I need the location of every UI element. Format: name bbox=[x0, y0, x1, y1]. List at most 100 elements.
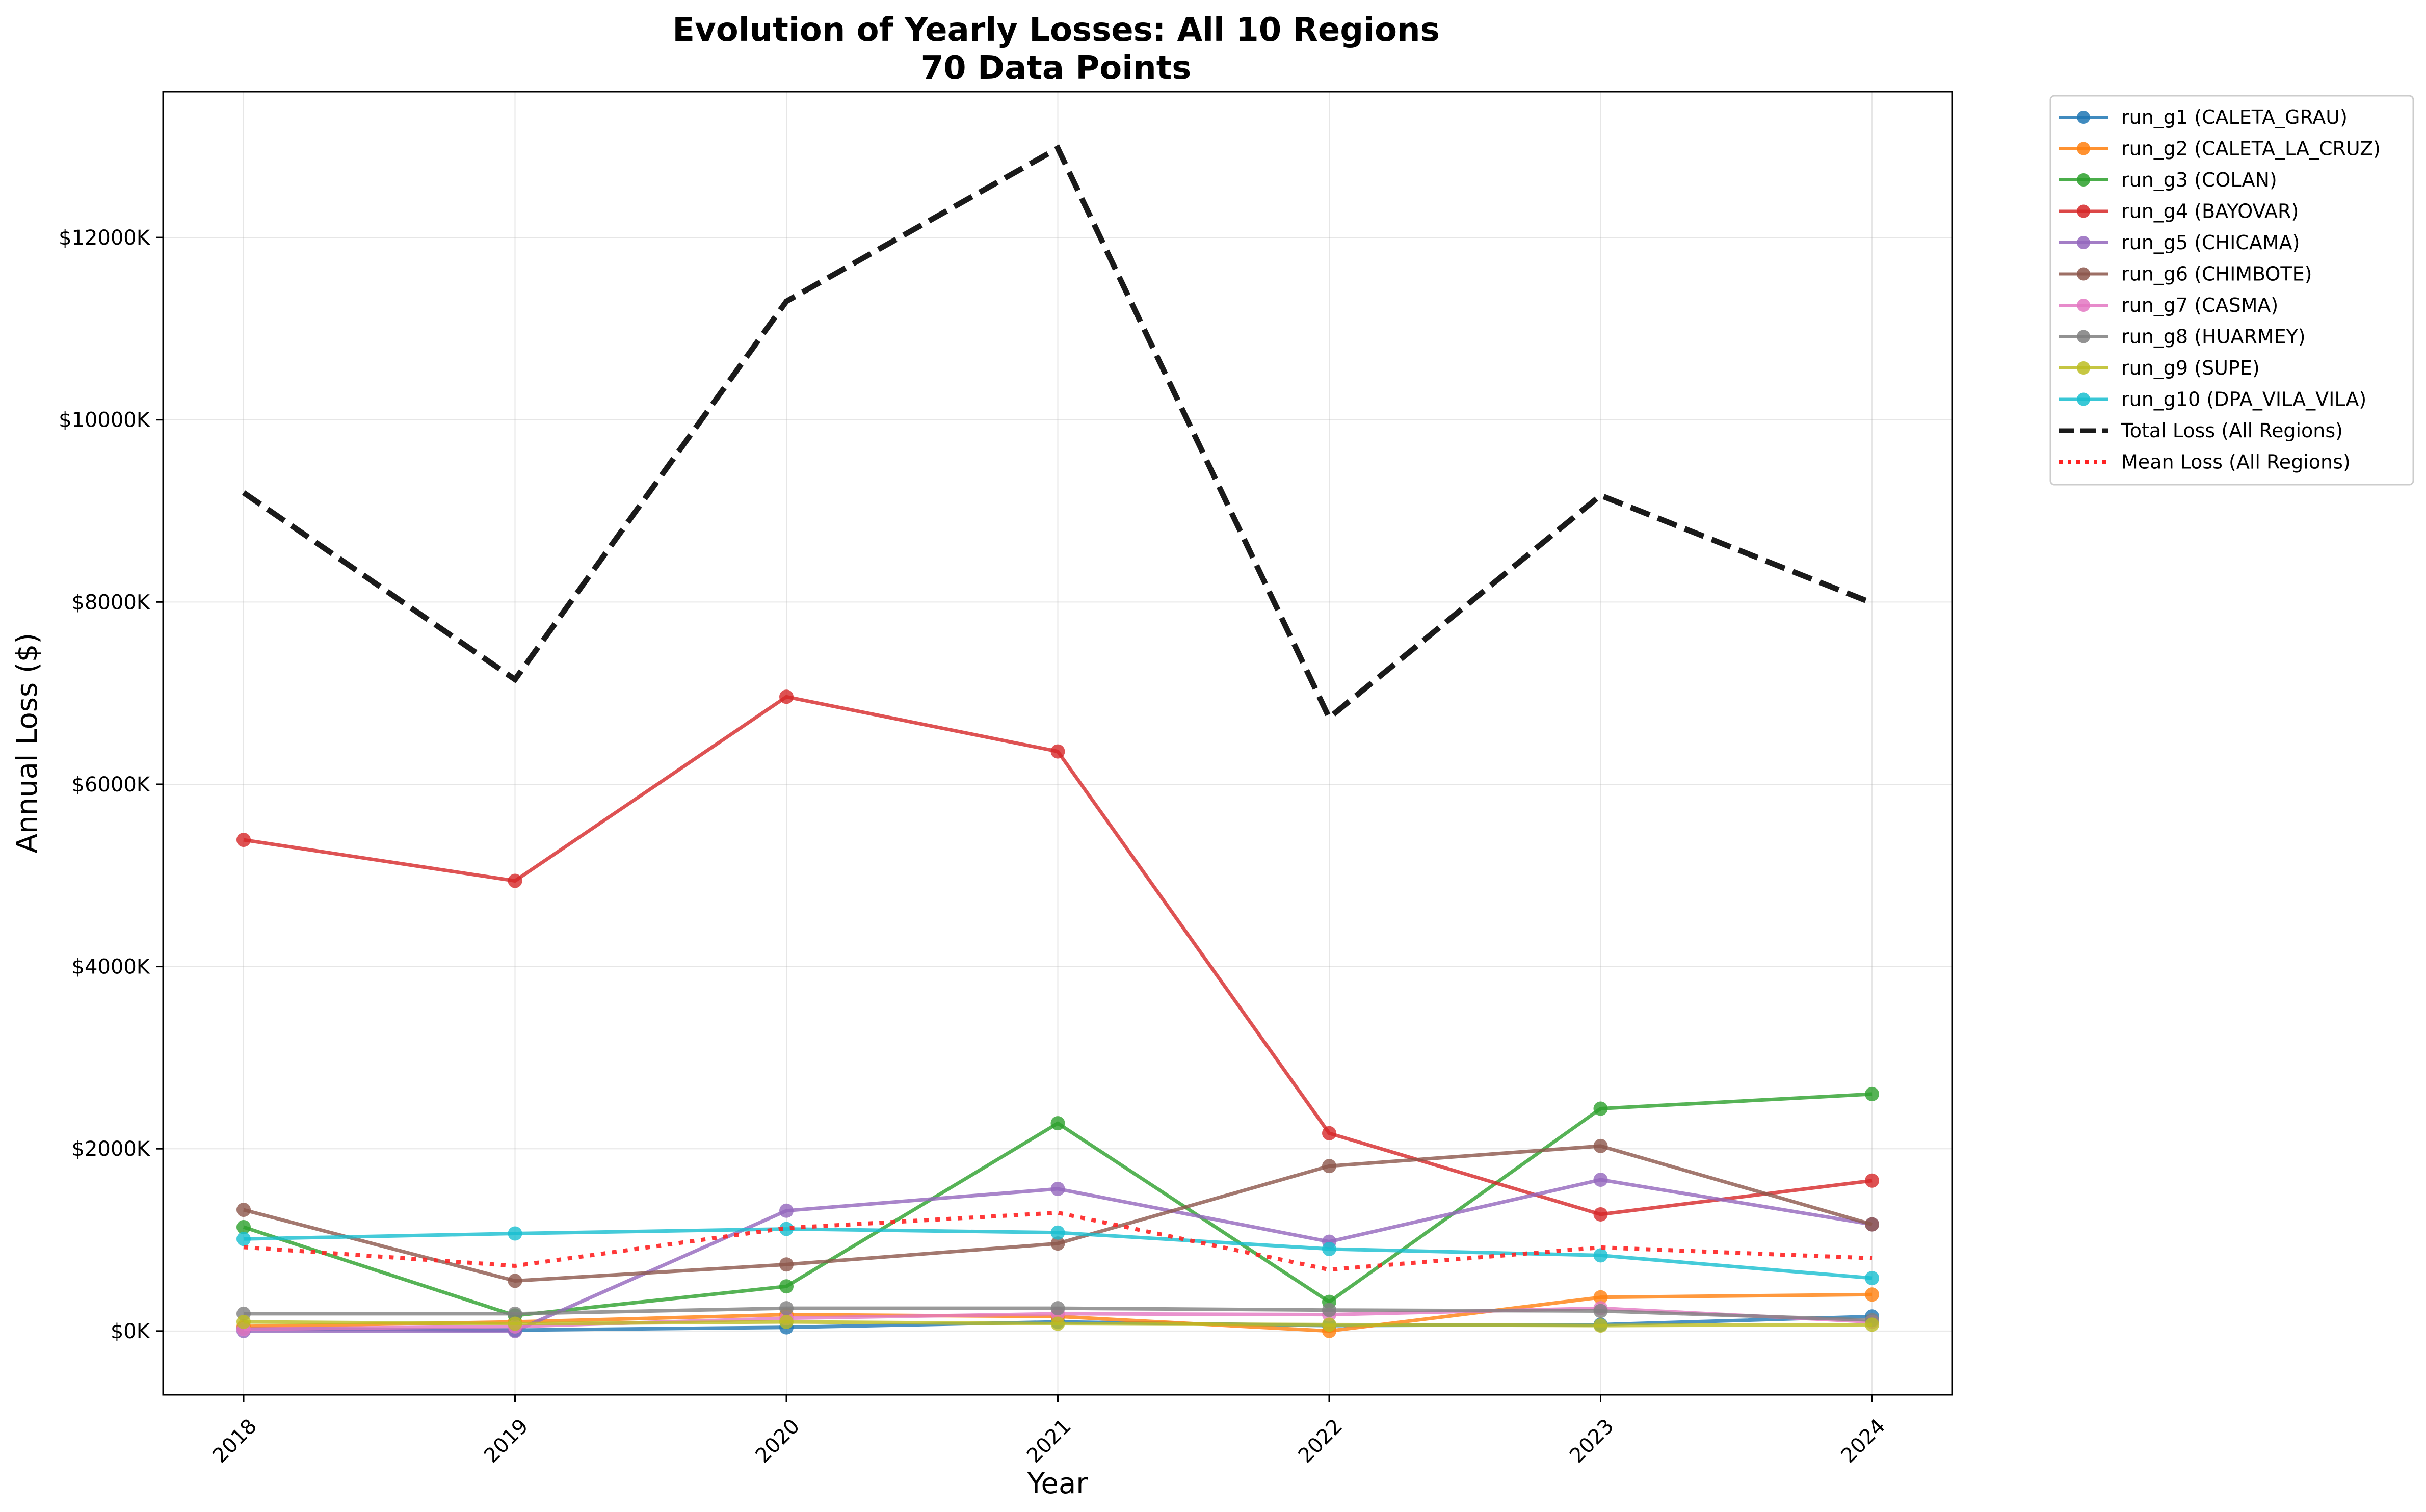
y-axis-ticks: $0K $2000K $4000K $6000K $8000K $10000K $12000… bbox=[59, 226, 163, 1343]
legend-item: run_g9 (SUPE) bbox=[2059, 357, 2260, 379]
data-point bbox=[1322, 1159, 1336, 1174]
data-point bbox=[779, 1314, 794, 1329]
data-point bbox=[779, 1301, 794, 1316]
legend-label: run_g1 (CALETA_GRAU) bbox=[2121, 106, 2348, 128]
data-point bbox=[236, 1314, 251, 1329]
legend-marker bbox=[2077, 204, 2090, 218]
legend-label: Total Loss (All Regions) bbox=[2121, 419, 2343, 442]
y-tick-label: $12000K bbox=[59, 226, 151, 250]
data-point bbox=[236, 1219, 251, 1234]
legend-label: run_g2 (CALETA_LA_CRUZ) bbox=[2121, 138, 2381, 160]
chart-title: Evolution of Yearly Losses: All 10 Regio… bbox=[672, 11, 1439, 49]
legend-label: run_g6 (CHIMBOTE) bbox=[2121, 263, 2312, 285]
data-point bbox=[236, 1203, 251, 1217]
legend-label: run_g8 (HUARMEY) bbox=[2121, 326, 2306, 348]
series-8 bbox=[236, 1314, 1879, 1333]
grid-lines bbox=[163, 92, 1952, 1395]
y-tick-label: $0K bbox=[111, 1320, 151, 1343]
legend-item: run_g1 (CALETA_GRAU) bbox=[2059, 106, 2348, 128]
series-line bbox=[242, 144, 1874, 723]
y-tick-label: $8000K bbox=[72, 591, 151, 614]
data-point bbox=[1593, 1207, 1608, 1222]
series-11 bbox=[243, 1210, 1873, 1272]
y-tick-label: $6000K bbox=[72, 773, 151, 797]
legend-item: run_g5 (CHICAMA) bbox=[2059, 231, 2300, 254]
legend-item: Mean Loss (All Regions) bbox=[2059, 451, 2351, 473]
series-9 bbox=[236, 1222, 1879, 1286]
legend-marker bbox=[2077, 330, 2090, 343]
data-point bbox=[1322, 1126, 1336, 1140]
data-point bbox=[1593, 1173, 1608, 1187]
legend-label: run_g4 (BAYOVAR) bbox=[2121, 200, 2299, 223]
series-3 bbox=[236, 689, 1879, 1222]
legend-item: run_g8 (HUARMEY) bbox=[2059, 326, 2306, 348]
data-point bbox=[1050, 744, 1065, 759]
data-point bbox=[1593, 1138, 1608, 1153]
data-point bbox=[508, 1306, 522, 1321]
series-line bbox=[243, 1210, 1873, 1272]
legend-item: run_g3 (COLAN) bbox=[2059, 169, 2277, 191]
data-point bbox=[1050, 1181, 1065, 1196]
legend-label: run_g10 (DPA_VILA_VILA) bbox=[2121, 388, 2366, 411]
data-point bbox=[1050, 1236, 1065, 1251]
data-point bbox=[779, 689, 794, 704]
data-point bbox=[779, 1203, 794, 1218]
legend-frame bbox=[2049, 95, 2414, 486]
x-axis-label: Year bbox=[1027, 1467, 1089, 1500]
series-10 bbox=[242, 144, 1874, 723]
data-point bbox=[508, 1316, 522, 1331]
legend: run_g1 (CALETA_GRAU) run_g2 (CALETA_LA_CR… bbox=[2049, 95, 2414, 486]
legend-marker bbox=[2077, 173, 2090, 187]
data-point bbox=[1593, 1304, 1608, 1318]
series-layer bbox=[236, 144, 1879, 1338]
data-point bbox=[779, 1279, 794, 1294]
legend-label: run_g3 (COLAN) bbox=[2121, 169, 2277, 191]
data-point bbox=[1322, 1317, 1336, 1332]
data-point bbox=[1593, 1101, 1608, 1116]
legend-item: run_g2 (CALETA_LA_CRUZ) bbox=[2059, 138, 2381, 160]
y-tick-label: $4000K bbox=[72, 956, 151, 979]
legend-marker bbox=[2077, 299, 2090, 312]
data-point bbox=[1322, 1241, 1336, 1256]
legend-item: run_g4 (BAYOVAR) bbox=[2059, 200, 2299, 223]
legend-label: Mean Loss (All Regions) bbox=[2121, 451, 2351, 473]
data-point bbox=[1322, 1303, 1336, 1317]
legend-marker bbox=[2077, 142, 2090, 155]
legend-item: run_g7 (CASMA) bbox=[2059, 294, 2278, 316]
data-point bbox=[779, 1222, 794, 1236]
chart-subtitle: 70 Data Points bbox=[921, 49, 1192, 87]
data-point bbox=[1050, 1116, 1065, 1131]
data-point bbox=[1865, 1317, 1879, 1332]
y-tick-label: $10000K bbox=[59, 409, 151, 432]
y-tick-label: $2000K bbox=[72, 1137, 151, 1161]
data-point bbox=[508, 873, 522, 888]
data-point bbox=[1593, 1318, 1608, 1333]
data-point bbox=[1865, 1287, 1879, 1302]
legend-label: run_g7 (CASMA) bbox=[2121, 294, 2278, 316]
legend-label: run_g5 (CHICAMA) bbox=[2121, 231, 2300, 254]
legend-marker bbox=[2077, 392, 2090, 406]
data-point bbox=[1865, 1271, 1879, 1286]
data-point bbox=[236, 833, 251, 847]
data-point bbox=[1050, 1301, 1065, 1316]
data-point bbox=[1593, 1248, 1608, 1263]
data-point bbox=[1865, 1217, 1879, 1232]
legend-label: run_g9 (SUPE) bbox=[2121, 357, 2260, 379]
data-point bbox=[508, 1274, 522, 1288]
data-point bbox=[1593, 1290, 1608, 1305]
data-point bbox=[1865, 1086, 1879, 1101]
series-5 bbox=[236, 1138, 1879, 1288]
data-point bbox=[508, 1226, 522, 1241]
legend-item: Total Loss (All Regions) bbox=[2059, 419, 2343, 442]
y-axis-label: Annual Loss ($) bbox=[11, 633, 44, 853]
data-point bbox=[779, 1257, 794, 1272]
data-point bbox=[1865, 1173, 1879, 1188]
legend-marker bbox=[2077, 267, 2090, 281]
legend-marker bbox=[2077, 236, 2090, 249]
legend-marker bbox=[2077, 111, 2090, 124]
legend-item: run_g6 (CHIMBOTE) bbox=[2059, 263, 2312, 285]
data-point bbox=[236, 1232, 251, 1246]
legend-item: run_g10 (DPA_VILA_VILA) bbox=[2059, 388, 2366, 411]
legend-marker bbox=[2077, 361, 2090, 375]
